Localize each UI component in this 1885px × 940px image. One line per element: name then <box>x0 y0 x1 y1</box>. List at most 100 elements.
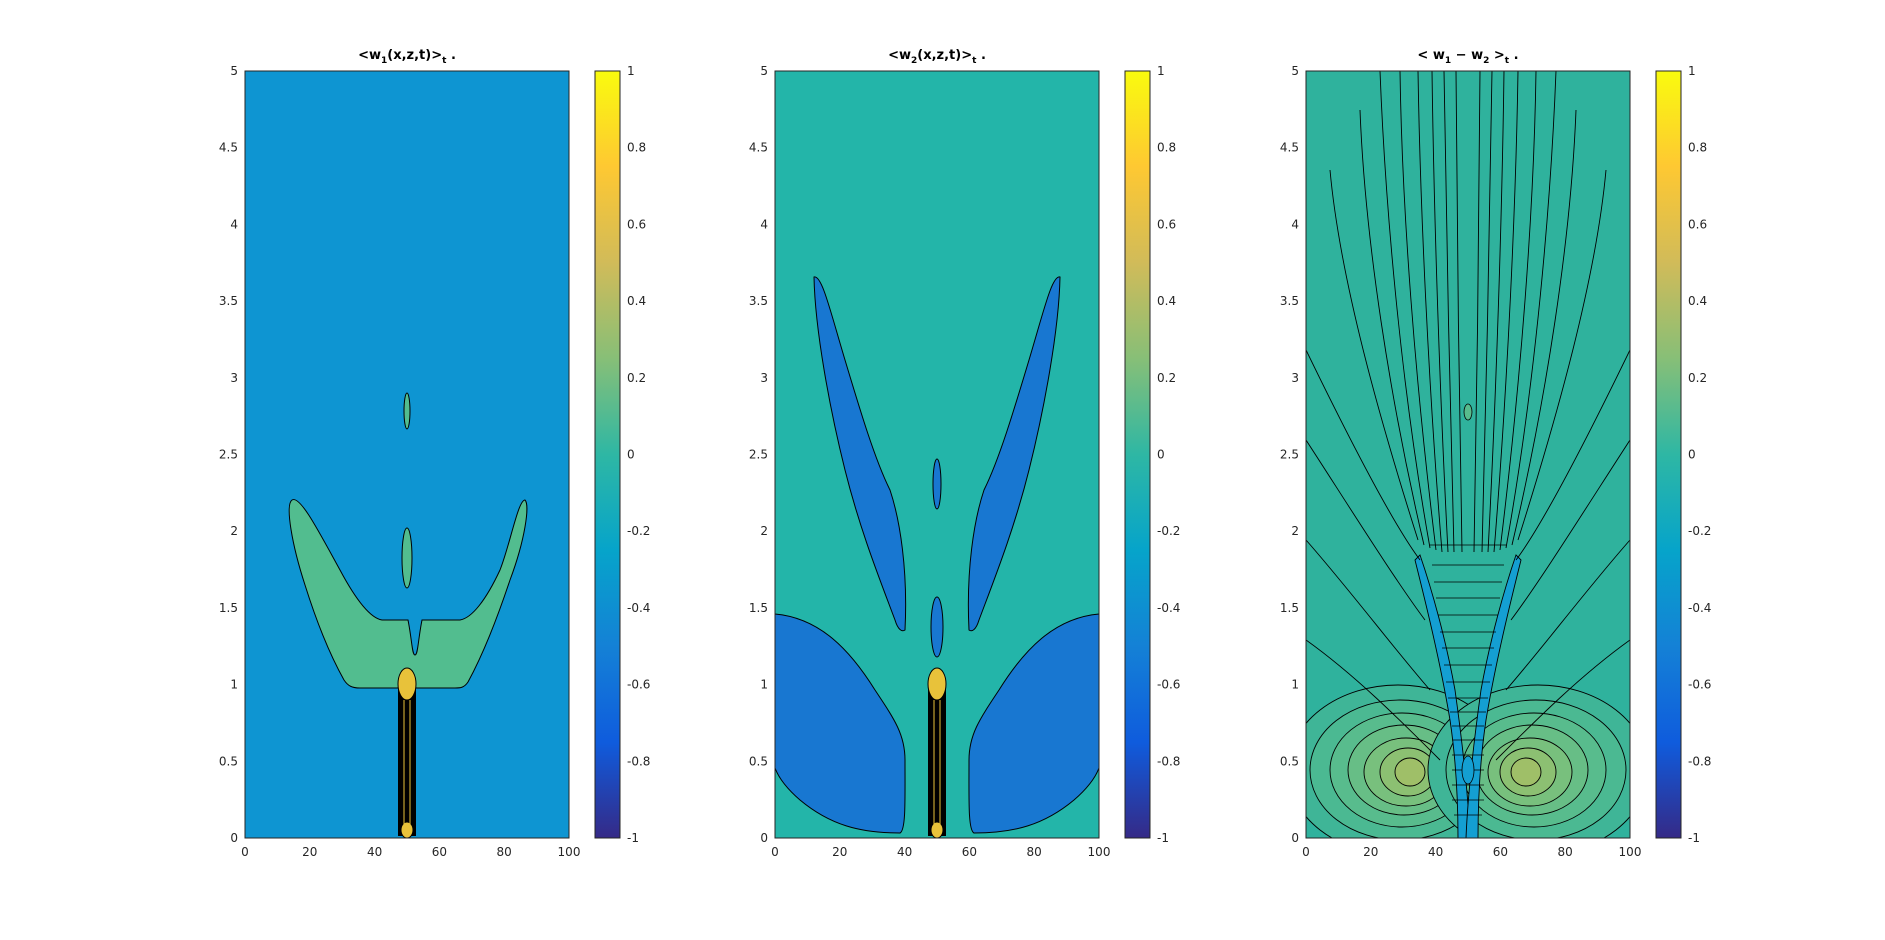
panel-3-center-blob <box>1461 755 1475 785</box>
panel-2-blob-mid <box>930 596 944 658</box>
panel-1-title: <w1(x,z,t)>t . <box>358 48 456 66</box>
panel-1: 0 20 40 60 80 100 0 0.5 1 1.5 2 2.5 3 3.… <box>219 48 651 859</box>
panel-3-xtick: 40 <box>1428 845 1443 859</box>
panel-1-cbar-tick: 0.6 <box>627 217 646 231</box>
panel-2-cbar-tick: -0.2 <box>1157 524 1180 538</box>
panel-2-ytick: 4.5 <box>749 141 768 155</box>
panel-1-cbar-tick: -0.4 <box>627 601 650 615</box>
panel-2-cbar-tick: -0.4 <box>1157 601 1180 615</box>
panel-3-ytick: 3 <box>1291 371 1299 385</box>
panel-1-blob-upper <box>403 392 411 430</box>
panel-1-ytick: 4.5 <box>219 141 238 155</box>
panel-2-jet-tip <box>927 667 947 701</box>
panel-2-xtick: 80 <box>1027 845 1042 859</box>
panel-3-xtick: 60 <box>1493 845 1508 859</box>
panel-1-ytick: 4 <box>230 217 238 231</box>
panel-2-xtick: 0 <box>771 845 779 859</box>
panel-2-ytick: 0 <box>760 831 768 845</box>
panel-3-xtick: 80 <box>1558 845 1573 859</box>
panel-1-xtick: 0 <box>241 845 249 859</box>
panel-2-colorbar-ticks: -1 -0.8 -0.6 -0.4 -0.2 0 0.2 0.4 0.6 0.8… <box>1157 64 1180 845</box>
panel-3-cbar-tick: -0.8 <box>1688 754 1711 768</box>
panel-2-ytick: 2 <box>760 524 768 538</box>
panel-1-ytick: 0 <box>230 831 238 845</box>
panel-1-xtick: 60 <box>432 845 447 859</box>
panel-1-colorbar <box>594 70 621 839</box>
panel-3-cbar-tick: 0.2 <box>1688 371 1707 385</box>
panel-1-xtick: 40 <box>367 845 382 859</box>
panel-2-cbar-tick: 0.2 <box>1157 371 1176 385</box>
panel-3-ytick: 4 <box>1291 217 1299 231</box>
panel-3-ytick: 3.5 <box>1280 294 1299 308</box>
panel-1-xtick: 100 <box>558 845 581 859</box>
panel-2-ytick: 0.5 <box>749 754 768 768</box>
panel-2-xtick: 100 <box>1088 845 1111 859</box>
panel-3-axes-box <box>1305 70 1631 839</box>
panel-3-ytick: 2 <box>1291 524 1299 538</box>
panel-1-cbar-tick: -1 <box>627 831 639 845</box>
panel-2-streak-right <box>967 276 1061 632</box>
panel-3-ytick: 1 <box>1291 678 1299 692</box>
panel-3-cbar-tick: -0.6 <box>1688 678 1711 692</box>
panel-2-streak-left <box>813 276 907 632</box>
panel-2-yticks: 0 0.5 1 1.5 2 2.5 3 3.5 4 4.5 5 <box>749 64 768 845</box>
panel-3: 0 20 40 60 80 100 0 0.5 1 1.5 2 2.5 3 3.… <box>1280 48 1712 859</box>
panel-1-colorbar-ticks: -1 -0.8 -0.6 -0.4 -0.2 0 0.2 0.4 0.6 0.8… <box>627 64 650 845</box>
panel-2-axes-box <box>774 70 1100 839</box>
panel-3-xtick: 0 <box>1302 845 1310 859</box>
panel-3-colorbar <box>1655 70 1682 839</box>
panel-3-streamlines <box>1306 71 1630 761</box>
panel-2-cbar-tick: 0.8 <box>1157 141 1176 155</box>
panel-2-cbar-tick: -0.8 <box>1157 754 1180 768</box>
panel-1-blob-mid <box>401 527 413 589</box>
panel-1-cbar-tick: -0.6 <box>627 678 650 692</box>
panel-2-cbar-tick: 0.4 <box>1157 294 1176 308</box>
panel-1-ytick: 5 <box>230 64 238 78</box>
panel-2-cbar-tick: 1 <box>1157 64 1165 78</box>
panel-3-ytick: 0.5 <box>1280 754 1299 768</box>
panel-3-cbar-tick: 0.4 <box>1688 294 1707 308</box>
panel-3-cbar-tick: -1 <box>1688 831 1700 845</box>
panel-3-title: < w1 − w2 >t . <box>1417 48 1518 66</box>
panel-1-xticks: 0 20 40 60 80 100 <box>241 845 580 859</box>
panel-1-jet-tip <box>397 667 417 701</box>
panel-3-xticks: 0 20 40 60 80 100 <box>1302 845 1641 859</box>
panel-1-ytick: 3.5 <box>219 294 238 308</box>
panel-1-jet-column <box>398 686 416 836</box>
panel-2-ytick: 1.5 <box>749 601 768 615</box>
panel-3-xtick: 20 <box>1363 845 1378 859</box>
panel-2-ytick: 1 <box>760 678 768 692</box>
panel-2-lobe-lower-right <box>968 613 1099 834</box>
panel-1-ytick: 3 <box>230 371 238 385</box>
panel-2-ytick: 3.5 <box>749 294 768 308</box>
panel-1-wing-region <box>288 499 528 771</box>
panel-1-cbar-tick: -0.2 <box>627 524 650 538</box>
panel-3-small-blob <box>1463 403 1473 421</box>
panel-1-ytick: 0.5 <box>219 754 238 768</box>
panel-2-ytick: 5 <box>760 64 768 78</box>
panel-3-ytick: 1.5 <box>1280 601 1299 615</box>
panel-2-cbar-tick: -1 <box>1157 831 1169 845</box>
panel-1-ytick: 2.5 <box>219 448 238 462</box>
panel-2-cbar-tick: -0.6 <box>1157 678 1180 692</box>
panel-2: 0 20 40 60 80 100 0 0.5 1 1.5 2 2.5 3 3.… <box>749 48 1181 859</box>
panel-1-ytick: 1 <box>230 678 238 692</box>
panel-2-xtick: 40 <box>897 845 912 859</box>
panel-3-colorbar-ticks: -1 -0.8 -0.6 -0.4 -0.2 0 0.2 0.4 0.6 0.8… <box>1688 64 1711 845</box>
panel-2-ytick: 2.5 <box>749 448 768 462</box>
panel-3-cbar-tick: -0.2 <box>1688 524 1711 538</box>
panel-1-cbar-tick: 0.4 <box>627 294 646 308</box>
panel-3-cbar-tick: 1 <box>1688 64 1696 78</box>
panel-2-ytick: 4 <box>760 217 768 231</box>
panel-3-cbar-tick: 0.8 <box>1688 141 1707 155</box>
panel-3-yticks: 0 0.5 1 1.5 2 2.5 3 3.5 4 4.5 5 <box>1280 64 1299 845</box>
panel-3-cbar-tick: 0.6 <box>1688 217 1707 231</box>
panel-3-ytick: 5 <box>1291 64 1299 78</box>
panel-1-cbar-tick: 1 <box>627 64 635 78</box>
panel-1-axes-box <box>244 70 570 839</box>
panel-1-contours <box>288 392 528 838</box>
panel-1-cbar-tick: 0 <box>627 448 635 462</box>
panel-2-blob-upper <box>932 458 942 510</box>
panel-2-colorbar <box>1124 70 1151 839</box>
